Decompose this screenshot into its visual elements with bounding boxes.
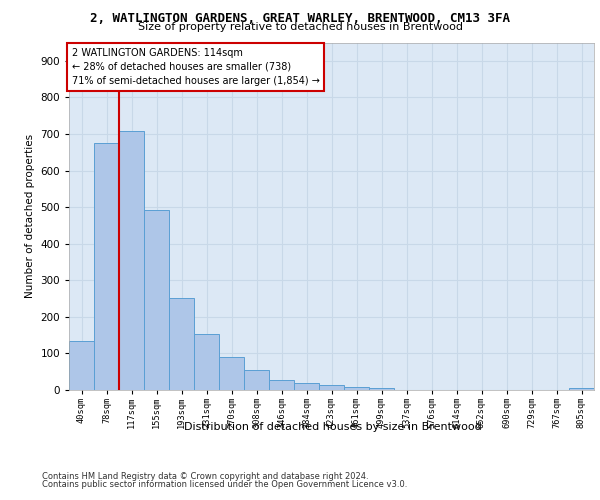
Text: Contains public sector information licensed under the Open Government Licence v3: Contains public sector information licen… — [42, 480, 407, 489]
Bar — [144, 210, 169, 390]
Bar — [344, 386, 369, 390]
Bar — [94, 143, 119, 390]
Bar — [194, 334, 219, 390]
Bar — [319, 385, 344, 390]
Bar — [369, 388, 394, 390]
Bar — [219, 357, 244, 390]
Y-axis label: Number of detached properties: Number of detached properties — [25, 134, 35, 298]
Text: 2 WATLINGTON GARDENS: 114sqm
← 28% of detached houses are smaller (738)
71% of s: 2 WATLINGTON GARDENS: 114sqm ← 28% of de… — [71, 48, 320, 86]
Bar — [294, 383, 319, 390]
Text: 2, WATLINGTON GARDENS, GREAT WARLEY, BRENTWOOD, CM13 3FA: 2, WATLINGTON GARDENS, GREAT WARLEY, BRE… — [90, 12, 510, 26]
Bar — [69, 340, 94, 390]
Bar — [569, 388, 594, 390]
Text: Contains HM Land Registry data © Crown copyright and database right 2024.: Contains HM Land Registry data © Crown c… — [42, 472, 368, 481]
Bar — [169, 298, 194, 390]
Text: Distribution of detached houses by size in Brentwood: Distribution of detached houses by size … — [184, 422, 482, 432]
Bar — [269, 380, 294, 390]
Bar — [119, 132, 144, 390]
Text: Size of property relative to detached houses in Brentwood: Size of property relative to detached ho… — [137, 22, 463, 32]
Bar — [244, 370, 269, 390]
